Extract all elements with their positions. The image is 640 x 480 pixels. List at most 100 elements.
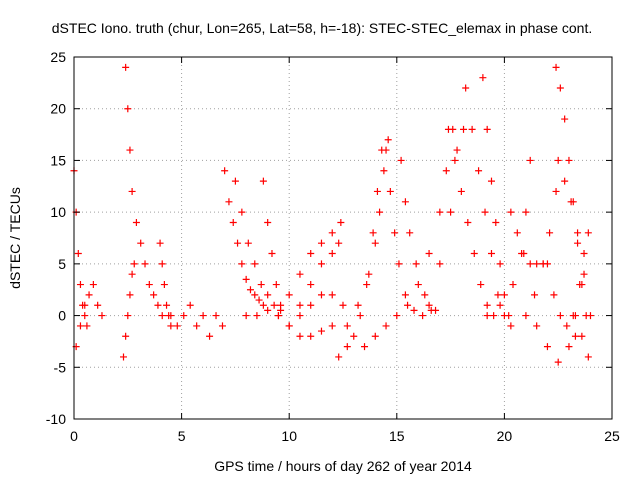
data-series	[479, 74, 513, 320]
data-point	[483, 301, 491, 309]
data-point	[76, 322, 84, 330]
data-point	[376, 208, 384, 216]
data-point	[457, 187, 465, 195]
data-point	[328, 291, 336, 299]
data-point	[436, 208, 444, 216]
data-point	[317, 327, 325, 335]
data-point	[98, 312, 106, 320]
data-point	[253, 312, 261, 320]
x-tick-label: 10	[281, 428, 297, 444]
data-point	[526, 260, 534, 268]
data-point	[578, 332, 586, 340]
data-point	[160, 281, 168, 289]
data-series	[382, 146, 435, 320]
data-series	[156, 239, 175, 330]
data-point	[85, 291, 93, 299]
data-point	[483, 312, 491, 320]
data-point	[180, 312, 188, 320]
data-series	[231, 177, 285, 314]
data-point	[460, 125, 468, 133]
data-point	[386, 187, 394, 195]
data-point	[296, 312, 304, 320]
data-point	[173, 322, 181, 330]
data-point	[317, 239, 325, 247]
data-point	[543, 343, 551, 351]
data-point	[145, 281, 153, 289]
data-point	[255, 296, 263, 304]
data-point	[371, 239, 379, 247]
data-series	[425, 125, 468, 309]
data-series	[361, 125, 457, 351]
data-point	[556, 84, 564, 92]
data-point	[447, 208, 455, 216]
x-tick-label: 5	[178, 428, 186, 444]
data-point	[401, 198, 409, 206]
data-point	[509, 281, 517, 289]
data-point	[244, 239, 252, 247]
data-point	[167, 322, 175, 330]
y-tick-label: 0	[58, 308, 66, 324]
data-point	[307, 250, 315, 258]
data-point	[234, 239, 242, 247]
data-point	[81, 312, 89, 320]
data-point	[335, 239, 343, 247]
data-point	[259, 177, 267, 185]
data-point	[414, 281, 422, 289]
data-point	[561, 177, 569, 185]
data-point	[354, 301, 362, 309]
data-point	[285, 291, 293, 299]
data-point	[317, 260, 325, 268]
data-point	[119, 353, 127, 361]
data-point	[337, 218, 345, 226]
data-point	[533, 260, 541, 268]
data-point	[563, 322, 571, 330]
data-point	[296, 332, 304, 340]
data-point	[225, 198, 233, 206]
data-point	[554, 156, 562, 164]
y-tick-label: 10	[50, 204, 66, 220]
y-tick-label: 15	[50, 152, 66, 168]
data-point	[393, 312, 401, 320]
data-point	[251, 291, 259, 299]
data-point	[494, 291, 502, 299]
data-point	[436, 260, 444, 268]
data-point	[328, 229, 336, 237]
data-point	[126, 291, 134, 299]
data-point	[531, 291, 539, 299]
data-point	[565, 156, 573, 164]
x-axis-label: GPS time / hours of day 262 of year 2014	[214, 458, 472, 474]
data-point	[483, 125, 491, 133]
data-point	[81, 301, 89, 309]
data-point	[229, 218, 237, 226]
data-point	[522, 312, 530, 320]
data-point	[74, 250, 82, 258]
data-point	[382, 322, 390, 330]
data-point	[238, 208, 246, 216]
data-series	[119, 260, 138, 361]
axis-ticks: 0 5 10 15 20 25 -10 -5 0 5 10 15 20 25	[46, 49, 620, 444]
data-point	[158, 260, 166, 268]
data-point	[242, 312, 250, 320]
data-point	[296, 270, 304, 278]
data-series	[554, 156, 594, 320]
data-point	[296, 301, 304, 309]
data-series	[259, 177, 285, 309]
data-point	[444, 125, 452, 133]
data-point	[391, 229, 399, 237]
data-series	[444, 125, 498, 320]
data-point	[238, 260, 246, 268]
data-point	[470, 250, 478, 258]
data-point	[251, 260, 259, 268]
data-point	[397, 156, 405, 164]
data-series	[543, 260, 577, 330]
data-series	[507, 208, 547, 268]
y-tick-label: 20	[50, 101, 66, 117]
data-point	[565, 343, 573, 351]
data-point	[543, 260, 551, 268]
chart-title: dSTEC Iono. truth (chur, Lon=265, Lat=58…	[52, 20, 592, 36]
data-point	[154, 301, 162, 309]
data-point	[264, 291, 272, 299]
data-point	[464, 218, 472, 226]
data-point	[328, 322, 336, 330]
data-point	[395, 260, 403, 268]
